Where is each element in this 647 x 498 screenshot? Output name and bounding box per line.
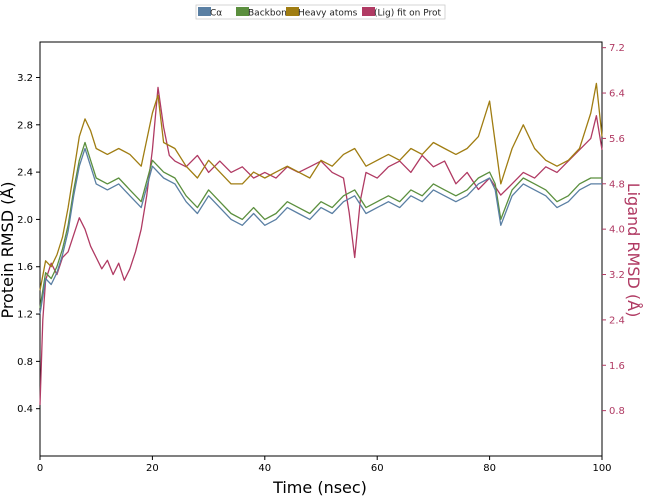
right-y-tick-label: 4.0 — [609, 225, 625, 236]
legend-box — [195, 4, 446, 20]
x-tick-label: 0 — [37, 463, 43, 474]
left-y-tick-label: 2.8 — [17, 120, 33, 131]
left-y-tick-label: 1.6 — [17, 262, 33, 273]
left-y-tick-label: 1.2 — [17, 310, 33, 321]
right-y-tick-label: 3.2 — [609, 270, 625, 281]
right-y-tick-label: 5.6 — [609, 134, 625, 145]
legend-label: (Lig) fit on Prot — [374, 9, 442, 19]
series-layer — [39, 82, 603, 406]
series-line-lig-fit-on-prot — [39, 86, 603, 406]
left-y-axis-title: Protein RMSD (Å) — [0, 181, 17, 318]
x-tick-label: 80 — [483, 463, 496, 474]
legend-label: Cα — [210, 9, 222, 19]
legend-label: Backbone — [248, 9, 293, 19]
axes-layer: 0 20 40 60 80 100 0.4 0.8 1.2 1.6 2.0 2.4 2.8 3.2 0.8 1… — [17, 43, 625, 474]
x-tick-label: 20 — [146, 463, 159, 474]
right-y-tick-label: 2.4 — [609, 315, 625, 326]
right-y-tick-label: 4.8 — [609, 179, 625, 190]
x-tick-label: 100 — [592, 463, 611, 474]
right-y-tick-label: 6.4 — [609, 89, 625, 100]
legend: Cα Backbone Heavy atoms (Lig) fit on Prot — [195, 4, 446, 20]
plot-frame — [39, 41, 603, 457]
left-y-tick-label: 3.2 — [17, 73, 33, 84]
right-y-tick-label: 7.2 — [609, 43, 625, 54]
x-tick-label: 40 — [258, 463, 271, 474]
legend-swatch — [286, 7, 299, 16]
right-y-tick-label: 1.6 — [609, 361, 625, 372]
series-line-c — [39, 147, 602, 315]
left-y-tick-label: 2.4 — [17, 168, 33, 179]
legend-label: Heavy atoms — [298, 9, 358, 19]
x-tick-label: 60 — [371, 463, 384, 474]
right-y-axis-title: Ligand RMSD (Å) — [624, 183, 643, 318]
legend-swatch — [198, 7, 211, 16]
series-line-backbone — [39, 141, 602, 309]
x-axis-title: Time (nsec) — [272, 478, 367, 497]
left-y-tick-label: 0.8 — [17, 357, 33, 368]
left-y-tick-label: 2.0 — [17, 215, 33, 226]
series-line-heavy-atoms — [39, 82, 603, 291]
legend-swatch — [362, 7, 375, 16]
legend-swatch — [236, 7, 249, 16]
right-y-tick-label: 0.8 — [609, 406, 625, 417]
left-y-tick-label: 0.4 — [17, 404, 33, 415]
plot-area-border — [39, 41, 603, 457]
